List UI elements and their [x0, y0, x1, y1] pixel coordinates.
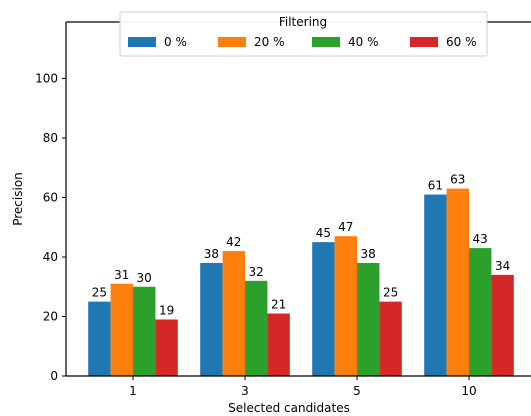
bar	[491, 274, 514, 376]
y-ticks: 0 20 40 60 80 100	[35, 72, 66, 383]
y-tick-label: 60	[43, 191, 58, 205]
y-tick-label: 80	[43, 131, 58, 145]
data-label: 30	[137, 271, 152, 285]
legend-entry-label: 0 %	[164, 35, 187, 49]
data-label: 19	[159, 303, 174, 317]
x-tick-label: 3	[241, 384, 249, 398]
bar	[133, 286, 156, 376]
y-tick-label: 0	[50, 369, 58, 383]
data-label: 47	[338, 220, 353, 234]
y-tick-label: 20	[43, 310, 58, 324]
data-label: 25	[92, 286, 107, 300]
data-labels-layer: 25 31 30 19 38 42 32 21 45 47 38 25 61 63 43 34	[92, 173, 510, 318]
data-label: 38	[361, 247, 376, 261]
data-label: 38	[204, 247, 219, 261]
legend-swatch	[410, 37, 438, 47]
legend-entry-label: 40 %	[348, 35, 379, 49]
legend-swatch	[312, 37, 340, 47]
legend: Filtering 0 % 20 % 40 % 60 %	[119, 11, 488, 57]
x-axis-label: Selected candidates	[228, 401, 350, 415]
legend-swatch	[128, 37, 156, 47]
data-label: 32	[249, 265, 264, 279]
bar	[357, 262, 380, 376]
legend-entry-label: 60 %	[446, 35, 477, 49]
x-tick-label: 5	[353, 384, 361, 398]
data-label: 31	[114, 268, 129, 282]
data-label: 43	[473, 232, 488, 246]
data-label: 42	[226, 235, 241, 249]
bar	[222, 251, 245, 376]
bar	[312, 242, 335, 376]
y-tick-label: 40	[43, 250, 58, 264]
legend-title: Filtering	[279, 15, 327, 29]
bar	[469, 248, 492, 376]
bar	[379, 301, 402, 376]
data-label: 63	[450, 173, 465, 187]
bar	[245, 280, 268, 376]
y-axis-label: Precision	[11, 172, 25, 226]
bar	[88, 301, 111, 376]
legend-items: 0 % 20 % 40 % 60 %	[128, 35, 477, 49]
bar	[446, 188, 469, 376]
bar	[267, 313, 290, 376]
legend-frame	[119, 11, 488, 57]
legend-swatch	[218, 37, 246, 47]
bar	[110, 283, 133, 376]
data-label: 61	[428, 179, 443, 193]
data-label: 25	[383, 286, 398, 300]
bar	[155, 319, 178, 376]
bar	[200, 262, 223, 376]
data-label: 45	[316, 226, 331, 240]
x-tick-label: 10	[461, 384, 476, 398]
data-label: 34	[495, 259, 510, 273]
bars-layer	[88, 188, 514, 376]
x-ticks: 1 3 5 10	[129, 376, 477, 398]
bar	[334, 236, 357, 376]
x-tick-label: 1	[129, 384, 137, 398]
legend-entry-label: 20 %	[254, 35, 285, 49]
y-tick-label: 100	[35, 72, 58, 86]
bar	[424, 194, 447, 376]
data-label: 21	[271, 298, 286, 312]
